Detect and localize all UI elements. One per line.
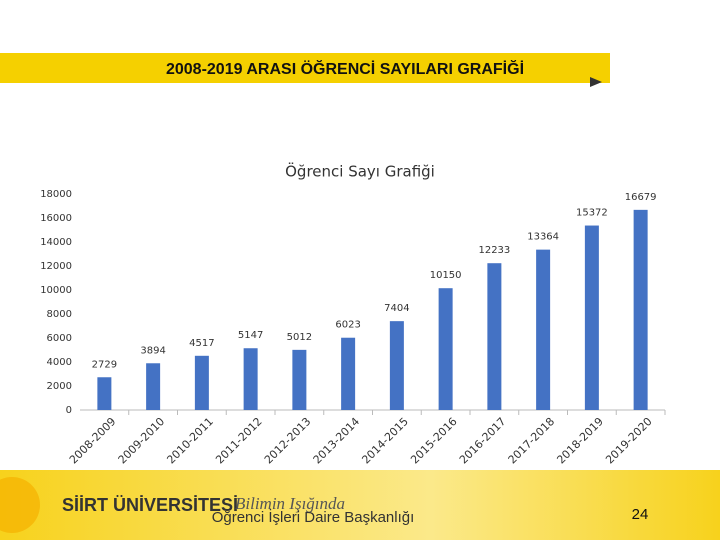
y-tick-label: 14000	[40, 237, 72, 248]
header-arrow	[590, 77, 602, 87]
data-label: 5147	[238, 330, 263, 341]
x-tick-label: 2019-2020	[603, 415, 655, 467]
data-label: 10150	[430, 270, 462, 281]
data-label: 5012	[287, 332, 312, 343]
bar	[438, 288, 453, 410]
x-tick-label: 2017-2018	[506, 415, 558, 467]
department: Öğrenci İşleri Daire Başkanlığı	[212, 508, 415, 526]
x-tick-label: 2011-2012	[213, 415, 265, 467]
data-label: 7404	[384, 303, 409, 314]
x-tick-label: 2016-2017	[457, 415, 509, 467]
y-tick-label: 0	[66, 405, 72, 416]
motto: Bilimin Işığında	[235, 494, 345, 513]
header-band	[0, 53, 610, 83]
data-label: 4517	[189, 338, 214, 349]
y-tick-label: 8000	[47, 309, 72, 320]
x-tick-label: 2013-2014	[311, 415, 363, 467]
x-tick-label: 2018-2019	[554, 415, 606, 467]
y-tick-label: 16000	[40, 213, 72, 224]
y-tick-label: 10000	[40, 285, 72, 296]
y-tick-label: 18000	[40, 189, 72, 200]
y-tick-label: 2000	[47, 381, 72, 392]
data-label: 3894	[140, 345, 165, 356]
y-tick-label: 4000	[47, 357, 72, 368]
bar	[146, 363, 161, 410]
data-label: 12233	[478, 245, 510, 256]
footer-band	[0, 470, 720, 540]
x-tick-label: 2014-2015	[359, 415, 411, 467]
university-name: SİİRT ÜNİVERSİTESİ	[62, 495, 238, 515]
bar	[487, 263, 502, 410]
header-title: 2008-2019 ARASI ÖĞRENCİ SAYILARI GRAFİĞİ	[166, 59, 524, 78]
x-tick-label: 2015-2016	[408, 415, 460, 467]
bar	[292, 349, 307, 410]
bar	[243, 348, 258, 410]
y-tick-label: 6000	[47, 333, 72, 344]
chart-title: Öğrenci Sayı Grafiği	[285, 162, 435, 181]
x-tick-label: 2010-2011	[164, 415, 216, 467]
data-label: 2729	[92, 359, 117, 370]
bar	[633, 209, 648, 410]
data-label: 6023	[335, 320, 360, 331]
bar	[536, 249, 551, 410]
x-tick-label: 2008-2009	[67, 415, 119, 467]
bar	[194, 355, 209, 410]
page-number: 24	[632, 506, 649, 523]
bar	[341, 337, 356, 410]
bar	[97, 377, 112, 410]
y-tick-label: 12000	[40, 261, 72, 272]
data-label: 15372	[576, 208, 608, 219]
data-label: 13364	[527, 232, 559, 243]
bar	[389, 321, 404, 410]
footer-logo	[0, 477, 40, 533]
data-label: 16679	[625, 192, 657, 203]
bar	[584, 225, 599, 410]
x-tick-label: 2012-2013	[262, 415, 314, 467]
x-tick-label: 2009-2010	[116, 415, 168, 467]
